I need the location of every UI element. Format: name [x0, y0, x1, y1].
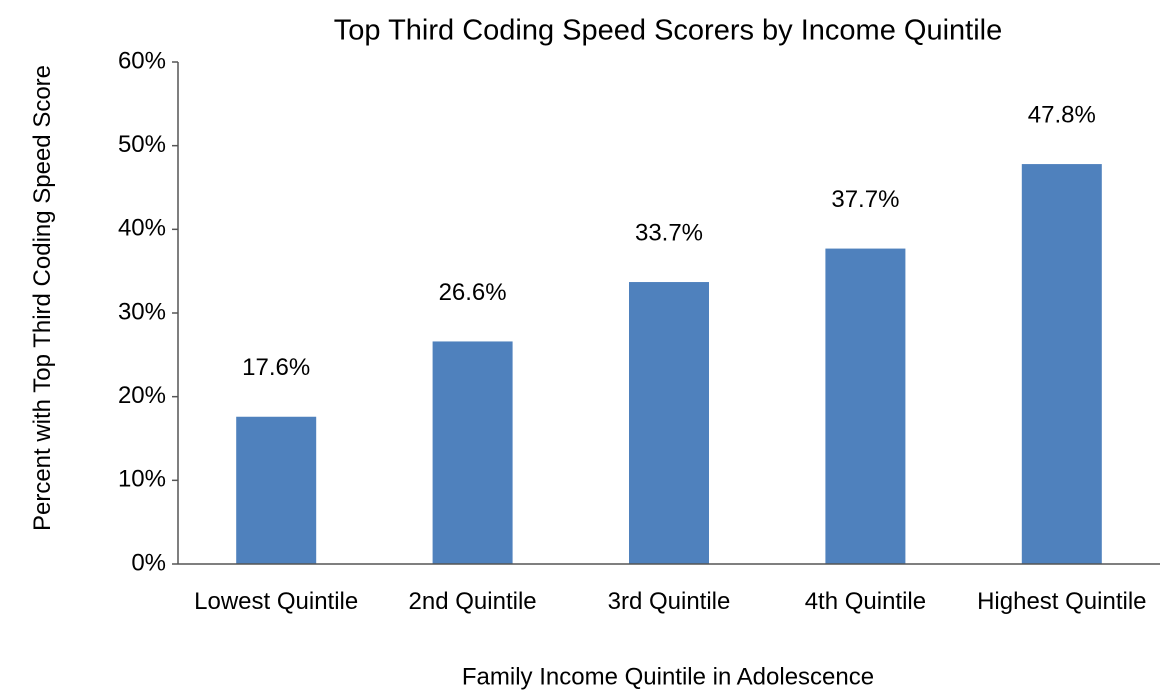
value-label: 37.7% [831, 186, 899, 213]
x-tick-label: Highest Quintile [977, 588, 1147, 615]
bar [825, 248, 906, 564]
bar [1021, 164, 1102, 564]
bar [432, 341, 513, 564]
bar [629, 282, 709, 564]
x-axis-title: Family Income Quintile in Adolescence [462, 663, 874, 690]
value-label: 47.8% [1028, 101, 1096, 128]
x-tick-label: Lowest Quintile [194, 588, 359, 615]
y-tick-label: 60% [118, 47, 166, 74]
value-label: 33.7% [635, 219, 703, 246]
bar [236, 416, 317, 564]
value-label: 26.6% [439, 279, 507, 306]
y-tick-label: 30% [118, 298, 166, 325]
chart-title: Top Third Coding Speed Scorers by Income… [334, 15, 1002, 47]
x-tick-label: 2nd Quintile [408, 588, 537, 615]
y-tick-label: 20% [118, 382, 166, 409]
y-tick-label: 40% [118, 215, 166, 242]
y-axis-title: Percent with Top Third Coding Speed Scor… [29, 64, 56, 532]
value-label: 17.6% [242, 354, 310, 381]
y-tick-label: 50% [118, 131, 166, 158]
x-tick-label: 4th Quintile [804, 588, 927, 615]
x-tick-label: 3rd Quintile [607, 588, 731, 615]
y-tick-label: 10% [118, 466, 166, 493]
y-tick-label: 0% [131, 549, 166, 576]
